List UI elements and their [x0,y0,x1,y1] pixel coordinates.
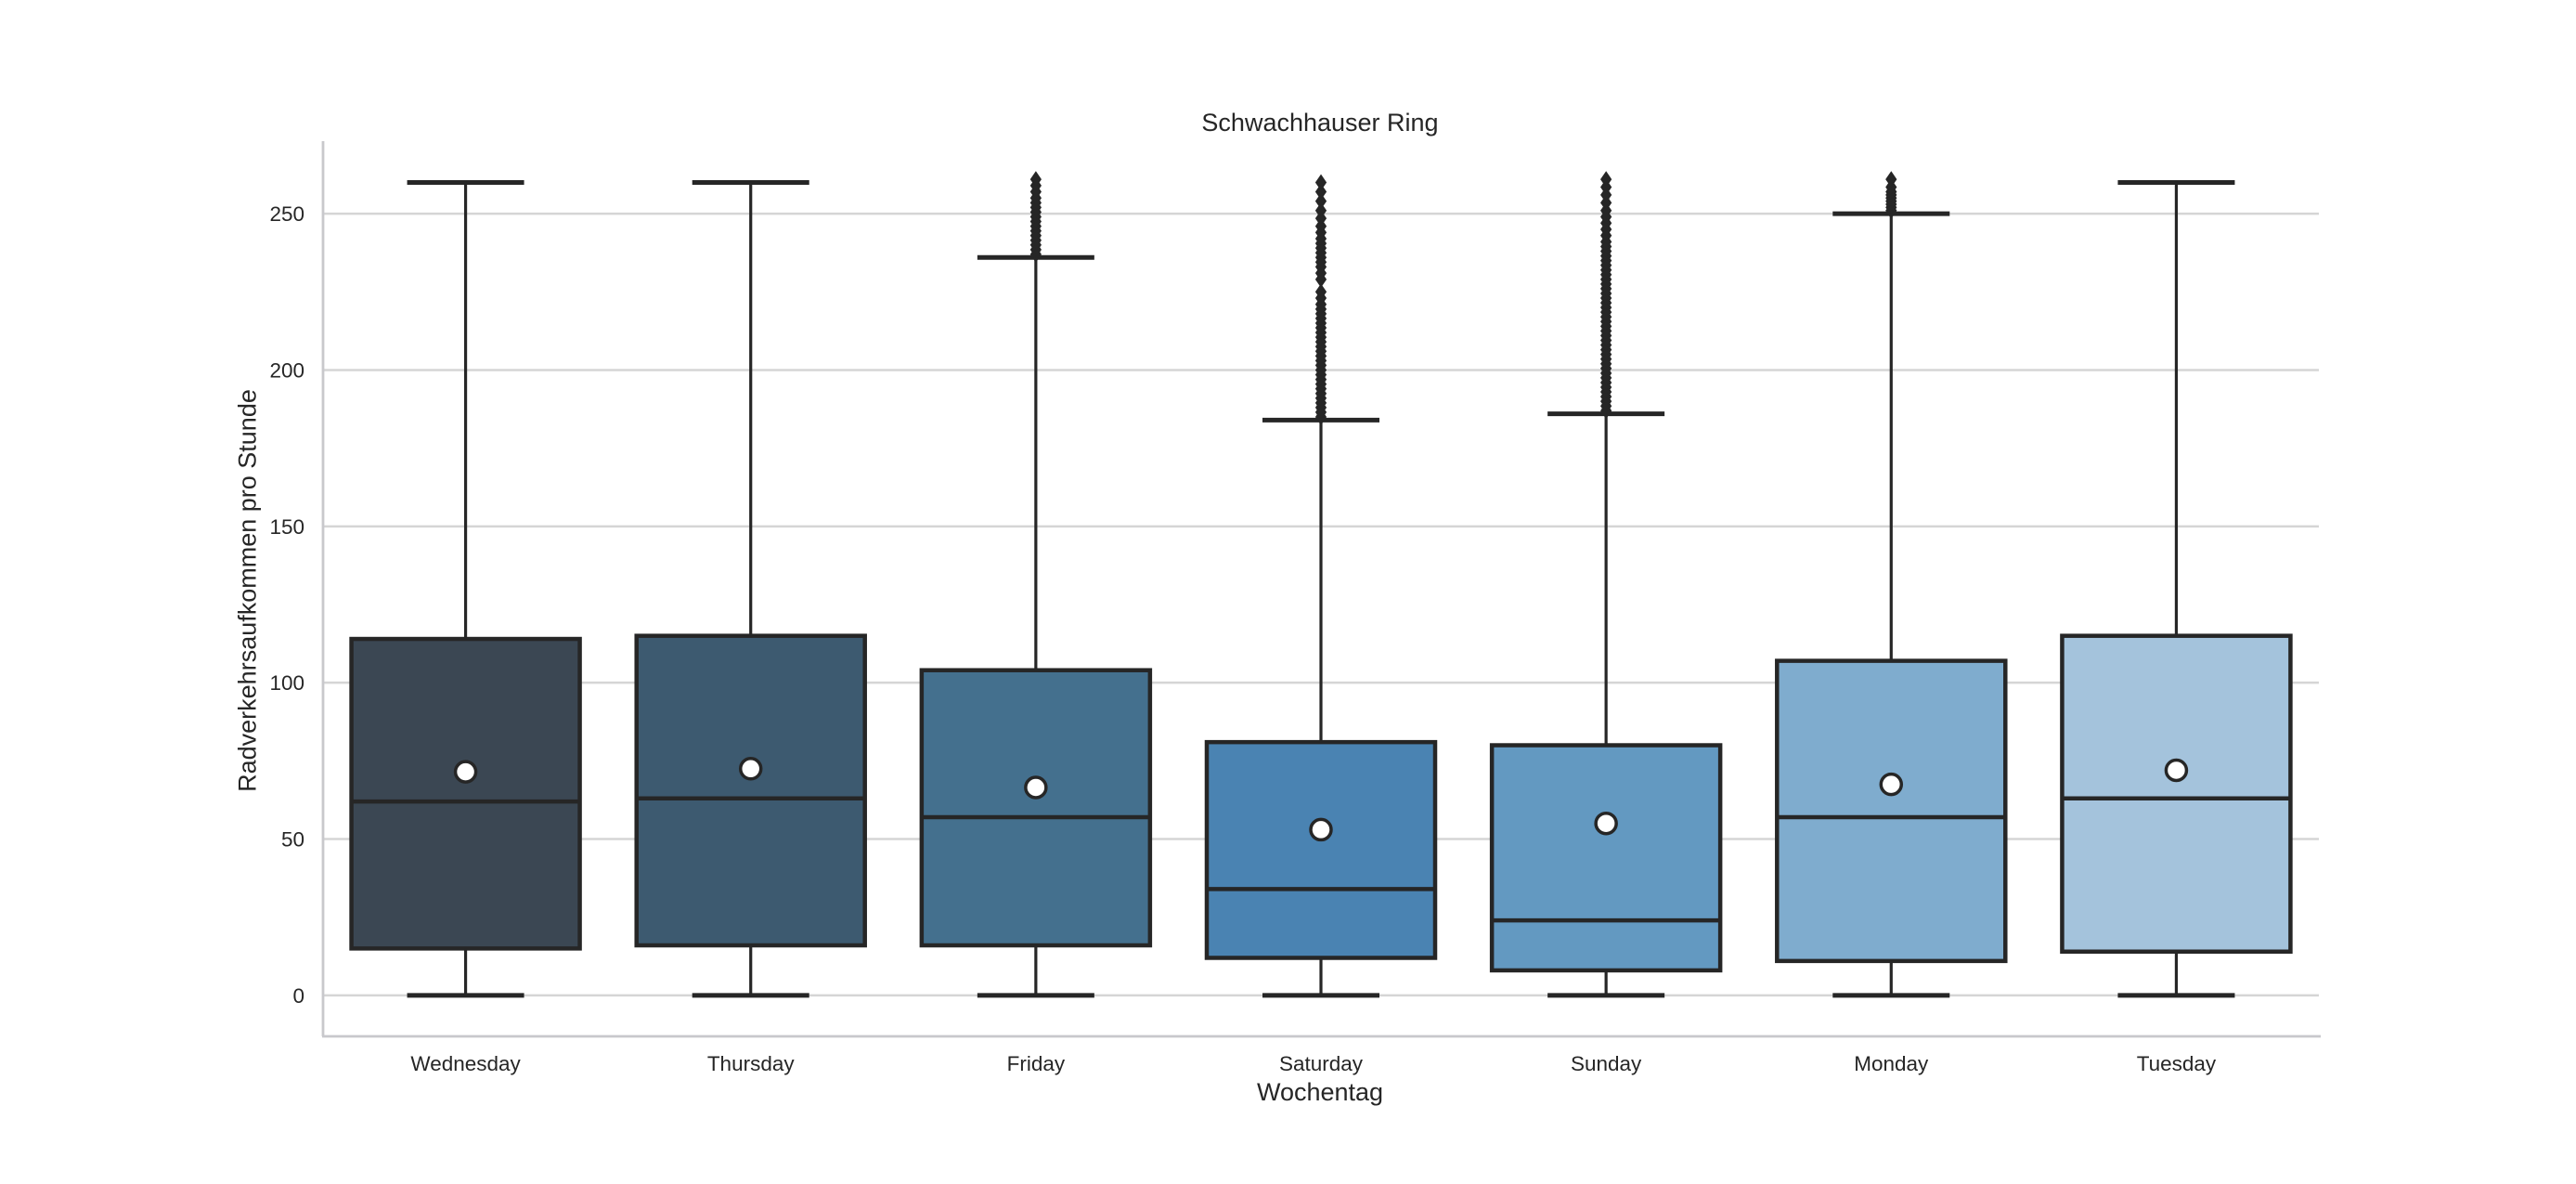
iqr-box [2060,633,2293,955]
iqr-box [349,636,582,951]
mean-marker [453,760,478,784]
iqr-box [919,668,1153,948]
mean-marker [738,757,763,781]
iqr-box [1489,743,1723,973]
x-axis-label: Wochentag [1256,1078,1384,1106]
mean-marker [1594,811,1618,836]
box-group-thursday [634,179,867,998]
outlier-diamond [1600,171,1612,188]
outlier-diamond [1029,171,1042,188]
y-tick-label-200: 200 [269,358,304,382]
y-tick-label-0: 0 [292,984,304,1008]
iqr-box [1204,739,1438,960]
outlier-diamond [1885,171,1897,188]
mean-marker [2164,758,2189,783]
box-group-wednesday [349,179,582,998]
x-tick-label-thursday: Thursday [707,1052,796,1075]
chart-title: Schwachhauser Ring [1201,109,1439,137]
y-tick-label-250: 250 [269,202,304,226]
outlier-diamond [1314,202,1327,219]
box-group-friday [919,171,1153,998]
box-group-saturday [1204,174,1438,998]
box-group-sunday [1489,171,1723,998]
x-tick-label-friday: Friday [1007,1052,1066,1075]
x-tick-label-tuesday: Tuesday [2137,1052,2217,1075]
mean-marker [1024,775,1048,800]
box-group-tuesday [2060,179,2293,998]
outlier-diamond [1314,174,1327,191]
y-tick-label-50: 50 [281,828,304,852]
x-tick-label-saturday: Saturday [1279,1052,1364,1075]
y-tick-label-150: 150 [269,515,304,539]
y-tick-label-100: 100 [269,671,304,695]
iqr-box [1775,658,2008,964]
mean-marker [1309,817,1333,842]
outlier-diamond [1314,192,1327,210]
mean-marker [1879,772,1904,797]
iqr-box [634,633,867,948]
outlier-diamond [1314,283,1327,301]
y-axis-label: Radverkehrsaufkommen pro Stunde [233,389,262,792]
x-tick-label-monday: Monday [1854,1052,1929,1075]
x-tick-label-wednesday: Wednesday [410,1052,521,1075]
box-group-monday [1775,171,2008,998]
outlier-diamond [1314,183,1327,201]
x-tick-label-sunday: Sunday [1571,1052,1642,1075]
